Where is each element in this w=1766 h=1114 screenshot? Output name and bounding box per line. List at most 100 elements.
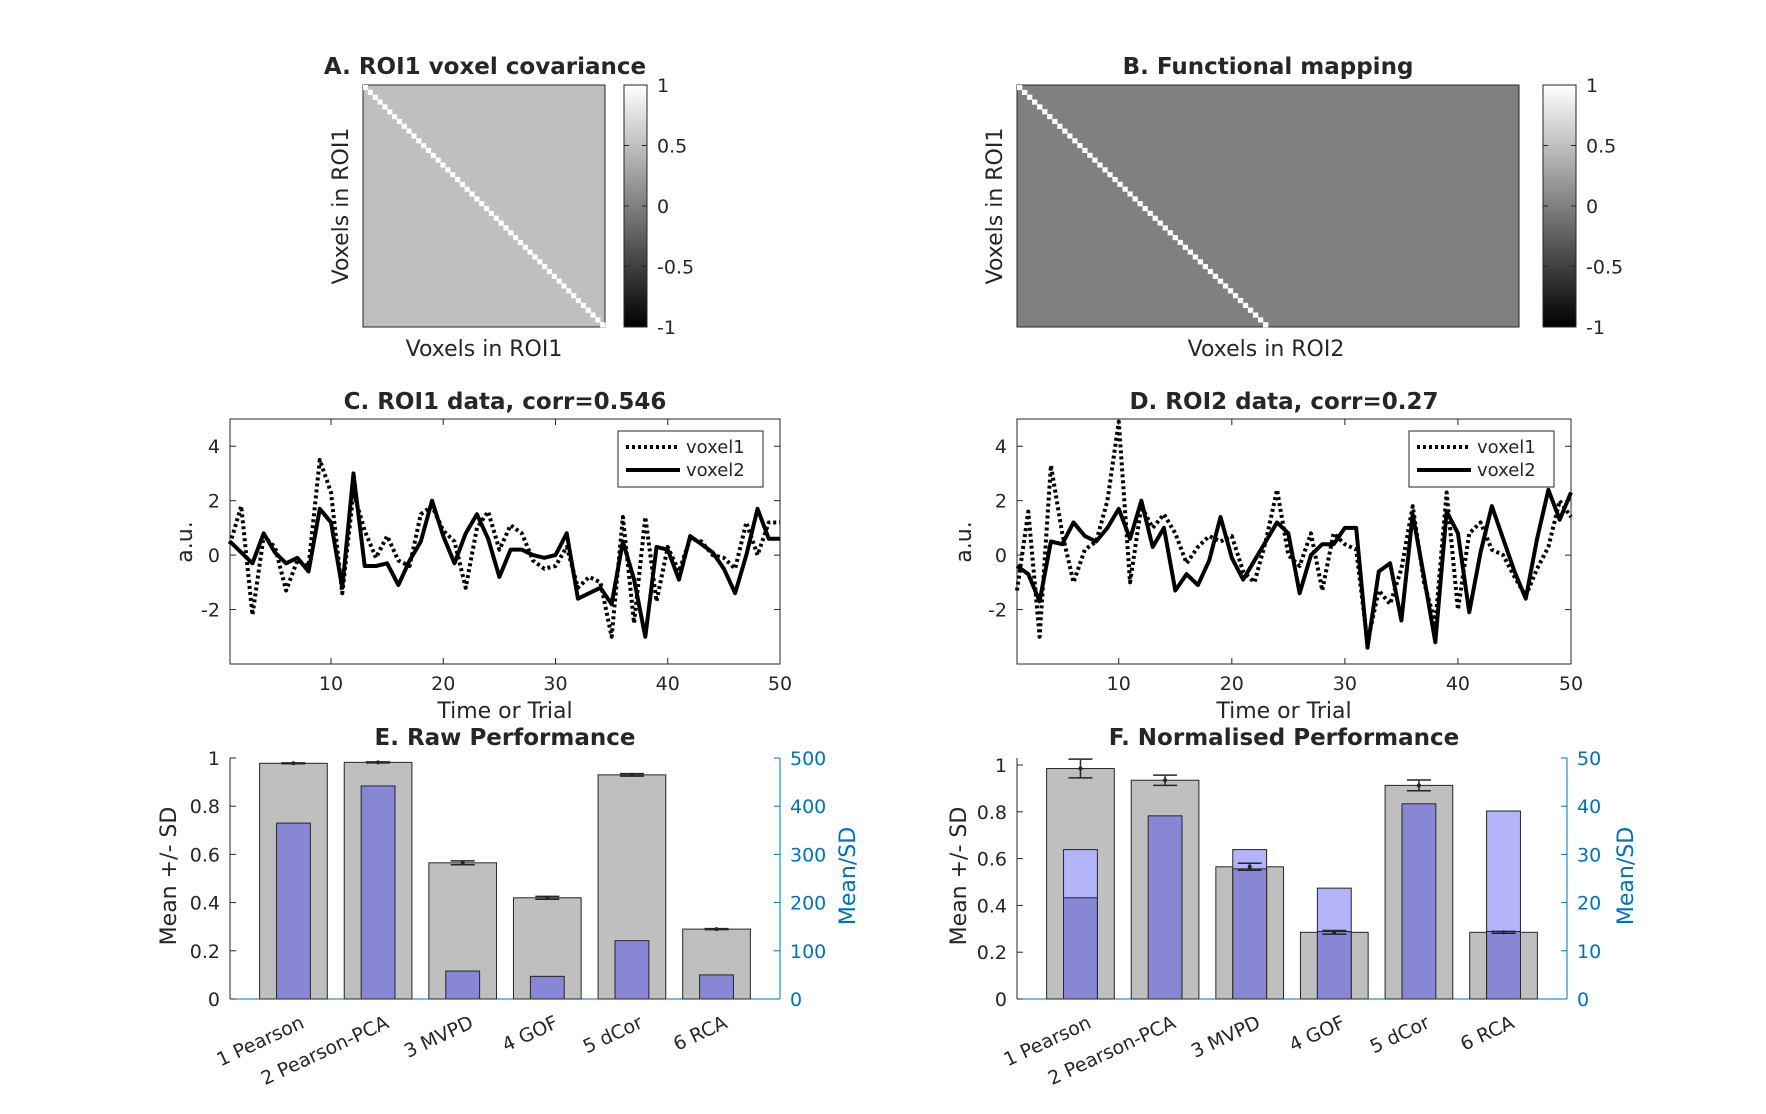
panel-e-errorbar-mean xyxy=(291,761,296,766)
panel-b-diag-cell xyxy=(1042,109,1048,115)
panel-e-ytick-label: 0.4 xyxy=(190,893,220,915)
panel-a-colorbar-tick-label: 0.5 xyxy=(657,136,687,158)
panel-b-diag-cell xyxy=(1207,268,1214,275)
panel-b-diag-cell xyxy=(1122,186,1128,192)
panel-f-bar-blue xyxy=(1401,803,1437,1000)
panel-b-diag-cell xyxy=(1152,215,1158,221)
panel-e-ylabel: Mean +/- SD xyxy=(157,807,182,946)
panel-b-diag-cell xyxy=(1227,288,1234,294)
panel-a-diag-cell xyxy=(372,94,378,100)
panel-a-diag-cell xyxy=(479,201,485,207)
panel-a-diag-cell xyxy=(498,220,504,226)
panel-e-ytick-right-label: 300 xyxy=(790,844,826,866)
panel-e-title: E. Raw Performance xyxy=(375,725,636,751)
panel-a-diag-cell xyxy=(488,210,494,216)
panel-a-diag-cell xyxy=(445,167,451,173)
panel-c-ytick-label: 0 xyxy=(208,545,220,567)
panel-b-diag-cell xyxy=(1202,264,1209,270)
panel-d-ylabel: a.u. xyxy=(952,521,977,562)
panel-b-diag-cell xyxy=(1062,128,1068,134)
panel-c-series-voxel2 xyxy=(228,471,780,639)
panel-a: A. ROI1 voxel covariance Voxels in ROI1 … xyxy=(324,54,694,362)
panel-b-diag-cell xyxy=(1137,201,1143,207)
panel-b-diag-cell xyxy=(1087,152,1093,158)
panel-b-diag-cell xyxy=(1217,278,1224,284)
panel-a-diag-cell xyxy=(561,283,567,289)
panel-e-category-label: 6 RCA xyxy=(670,1012,731,1056)
panel-a-diag-cell xyxy=(566,288,572,294)
panel-d-xtick-label: 50 xyxy=(1559,673,1583,695)
panel-d-xtick-label: 20 xyxy=(1220,673,1244,695)
panel-b-diag-cell xyxy=(1112,176,1118,183)
panel-d-xtick-label: 40 xyxy=(1446,673,1470,695)
panel-e-ytick-right-label: 500 xyxy=(790,748,826,770)
panel-b-diag-cell xyxy=(1052,118,1058,125)
panel-a-diag-cell xyxy=(464,186,470,192)
panel-b-colorbar-tick-label: -0.5 xyxy=(1586,257,1623,279)
panel-b-diag-cell xyxy=(1262,322,1269,328)
panel-f-ytick-right-label: 40 xyxy=(1577,796,1601,818)
panel-a-diag-cell xyxy=(551,273,557,279)
panel-b-diag-cell xyxy=(1067,133,1073,139)
panel-a-diag-cell xyxy=(367,89,373,95)
panel-b-diag-cell xyxy=(1232,293,1239,299)
panel-a-diag-cell xyxy=(513,235,519,241)
panel-e-ytick-label: 0 xyxy=(208,989,220,1011)
panel-e-bar-blue xyxy=(529,975,565,1000)
panel-f-bar-blue xyxy=(1316,931,1352,1000)
panel-d-title: D. ROI2 data, corr=0.27 xyxy=(1129,389,1438,415)
panel-b-colorbar-tick-label: 1 xyxy=(1586,75,1598,97)
panel-b-diag-cell xyxy=(1127,191,1133,197)
panel-e-ytick-label: 0.8 xyxy=(190,796,220,818)
panel-a-diag-cell xyxy=(595,317,601,323)
panel-e: E. Raw Performance 0 0.2 0.4 0.6 0.8 1 0 100 200… xyxy=(157,725,861,1090)
panel-d-legend-box xyxy=(1408,430,1555,488)
panel-a-diag-cell xyxy=(537,259,543,265)
panel-a-title: A. ROI1 voxel covariance xyxy=(324,54,646,80)
panel-b-title: B. Functional mapping xyxy=(1123,54,1414,80)
panel-b-diag-cell xyxy=(1177,239,1183,246)
panel-a-diag-cell xyxy=(396,118,403,125)
panel-f-errorbar-mean xyxy=(1247,864,1252,869)
panel-d-xtick-label: 30 xyxy=(1333,673,1357,695)
panel-e-ytick-label: 0.2 xyxy=(190,941,220,963)
panel-a-diag-cell xyxy=(406,128,412,134)
panel-e-ytick-label: 1 xyxy=(208,748,220,770)
panel-b-diag-cell xyxy=(1187,249,1193,255)
panel-e-errorbar-mean xyxy=(714,927,719,932)
panel-f-bar-blue xyxy=(1063,897,1098,1000)
panel-f-ytick-right-label: 50 xyxy=(1577,748,1601,770)
panel-c-xtick-label: 10 xyxy=(319,673,343,695)
panel-a-diag-cell xyxy=(517,239,524,246)
panel-d-legend-label-voxel1: voxel1 xyxy=(1477,437,1536,458)
panel-f-ytick-label: 1 xyxy=(995,755,1007,777)
panel-b-diag-cell xyxy=(1242,302,1249,308)
panel-b-colorbar-tick-label: 0.5 xyxy=(1586,136,1616,158)
panel-b: B. Functional mapping Voxels in ROI2 Vox… xyxy=(983,54,1623,362)
panel-a-diag-cell xyxy=(387,109,393,115)
panel-b-diag-cell xyxy=(1162,225,1168,231)
panel-f-ylabel-right: Mean/SD xyxy=(1614,827,1639,925)
panel-a-diag-cell xyxy=(532,254,538,260)
panel-c-xtick-label: 40 xyxy=(656,673,680,695)
panel-f-ytick-right-label: 20 xyxy=(1577,893,1601,915)
panel-c-legend-label-voxel2: voxel2 xyxy=(686,460,745,481)
panel-a-diag-cell xyxy=(527,249,533,255)
panel-b-diag-cell xyxy=(1192,254,1199,260)
panel-b-diag-cell xyxy=(1077,143,1083,149)
panel-b-diag-cell xyxy=(1102,167,1108,173)
panel-f-errorbar-mean xyxy=(1332,930,1337,935)
panel-a-diag-cell xyxy=(546,268,553,275)
panel-b-diag-cell xyxy=(1197,259,1204,265)
panel-a-diagonal xyxy=(363,85,606,328)
panel-a-diag-cell xyxy=(575,297,582,304)
panel-f-ytick-right-label: 0 xyxy=(1577,989,1589,1011)
panel-a-colorbar-tick-label: 0 xyxy=(657,196,669,218)
panel-b-diag-cell xyxy=(1252,312,1259,318)
panel-f-errorbar-mean xyxy=(1078,766,1083,771)
